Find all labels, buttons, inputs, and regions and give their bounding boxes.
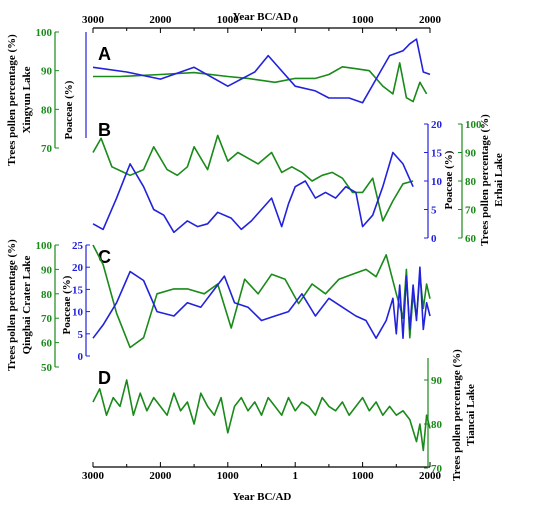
trees-axis-c-tick-label: 80 [41,289,53,301]
trees-axis-d-tick-label: 80 [431,419,443,431]
trees-axis-title: Trees pollen percentage (%) [6,34,18,166]
bottom-x-tick-label: 1000 [352,470,375,482]
poaceae-axis-b-tick-label: 15 [431,148,443,160]
trees-axis-b-tick-label: 60 [465,233,477,245]
panel-label: D [98,368,111,388]
panels: A B CD [92,38,431,452]
lake-name: Qinghai Crater Lake [21,255,33,354]
poaceae-axis-b-tick-label: 10 [431,176,443,188]
poaceae-axis-c-tick-label: 15 [72,284,84,296]
lake-name: Erhai Lake [493,153,505,207]
bottom-x-tick-label: 1 [292,470,298,482]
trees-axis-a-tick-label: 100 [36,27,53,39]
poaceae-axis-c-tick-label: 5 [78,329,84,341]
bottom-x-tick-label: 2000 [149,470,172,482]
trees-axis-b-tick-label: 100 [465,119,482,131]
top-x-axis-title: Year BC/AD [233,11,292,23]
trees-pollen-line-d [92,379,431,452]
panel-c: C [92,244,431,349]
panel-d: D [92,368,431,452]
trees-axis-a-tick-label: 80 [41,104,53,116]
top-x-tick-label: 2000 [419,14,442,26]
poaceae-axis-c-tick-label: 25 [72,240,84,252]
poaceae-axis-title: Poaceae (%) [443,150,455,209]
trees-axis-title: Trees pollen percentage (%) [451,349,463,481]
panel-b: B [92,120,414,234]
top-x-tick-label: 2000 [149,14,172,26]
poaceae-axis-title: Poaceae (%) [61,275,73,334]
trees-axis-a-tick-label: 90 [41,66,53,78]
poaceae-line-a [92,38,431,104]
bottom-x-tick-label: 2000 [419,470,442,482]
top-x-tick-label: 1000 [217,14,240,26]
poaceae-axis-c-tick-label: 20 [72,262,84,274]
poaceae-axis-c-tick-label: 0 [78,351,84,363]
lake-name: Tiancai Lake [465,384,477,446]
trees-axis-b-tick-label: 90 [465,148,477,160]
trees-axis-a-tick-label: 70 [41,143,53,155]
panel-label: B [98,120,111,140]
poaceae-axis-c-tick-label: 10 [72,307,84,319]
poaceae-axis-b-tick-label: 20 [431,119,443,131]
trees-axis-c-tick-label: 50 [41,362,53,374]
poaceae-axis-b-tick-label: 0 [431,233,437,245]
trees-axis-title: Trees pollen percentage (%) [479,114,491,246]
plot-frame: 3000 3000 2000 2000 1000 1000 0 1 1000 1000 2000 20… [82,14,442,482]
top-x-tick-label: 3000 [82,14,105,26]
trees-axis-c-tick-label: 70 [41,313,53,325]
trees-pollen-line-b [92,134,414,222]
bottom-x-tick-label: 3000 [82,470,105,482]
top-x-tick-label: 0 [292,14,298,26]
trees-axis-d-tick-label: 70 [431,463,443,475]
poaceae-axis-b-tick-label: 5 [431,205,437,217]
trees-axis-b-tick-label: 80 [465,176,477,188]
trees-axis-c-tick-label: 90 [41,264,53,276]
trees-axis-c-tick-label: 100 [36,240,53,252]
poaceae-line-b [92,151,414,234]
lake-name: Xingyun Lake [21,66,33,133]
poaceae-line-c [92,266,431,340]
bottom-x-axis-title: Year BC/AD [233,491,292,503]
panel-label: A [98,44,111,64]
top-x-tick-label: 1000 [352,14,375,26]
panel-a: A [92,38,431,104]
trees-pollen-line-a [93,62,428,103]
bottom-x-tick-label: 1000 [217,470,240,482]
trees-axis-b-tick-label: 70 [465,205,477,217]
poaceae-axis-title: Poaceae (%) [63,80,75,139]
trees-axis-title: Trees pollen percentage (%) [6,239,18,371]
trees-axis-c-tick-label: 60 [41,338,53,350]
trees-axis-d-tick-label: 90 [431,375,443,387]
